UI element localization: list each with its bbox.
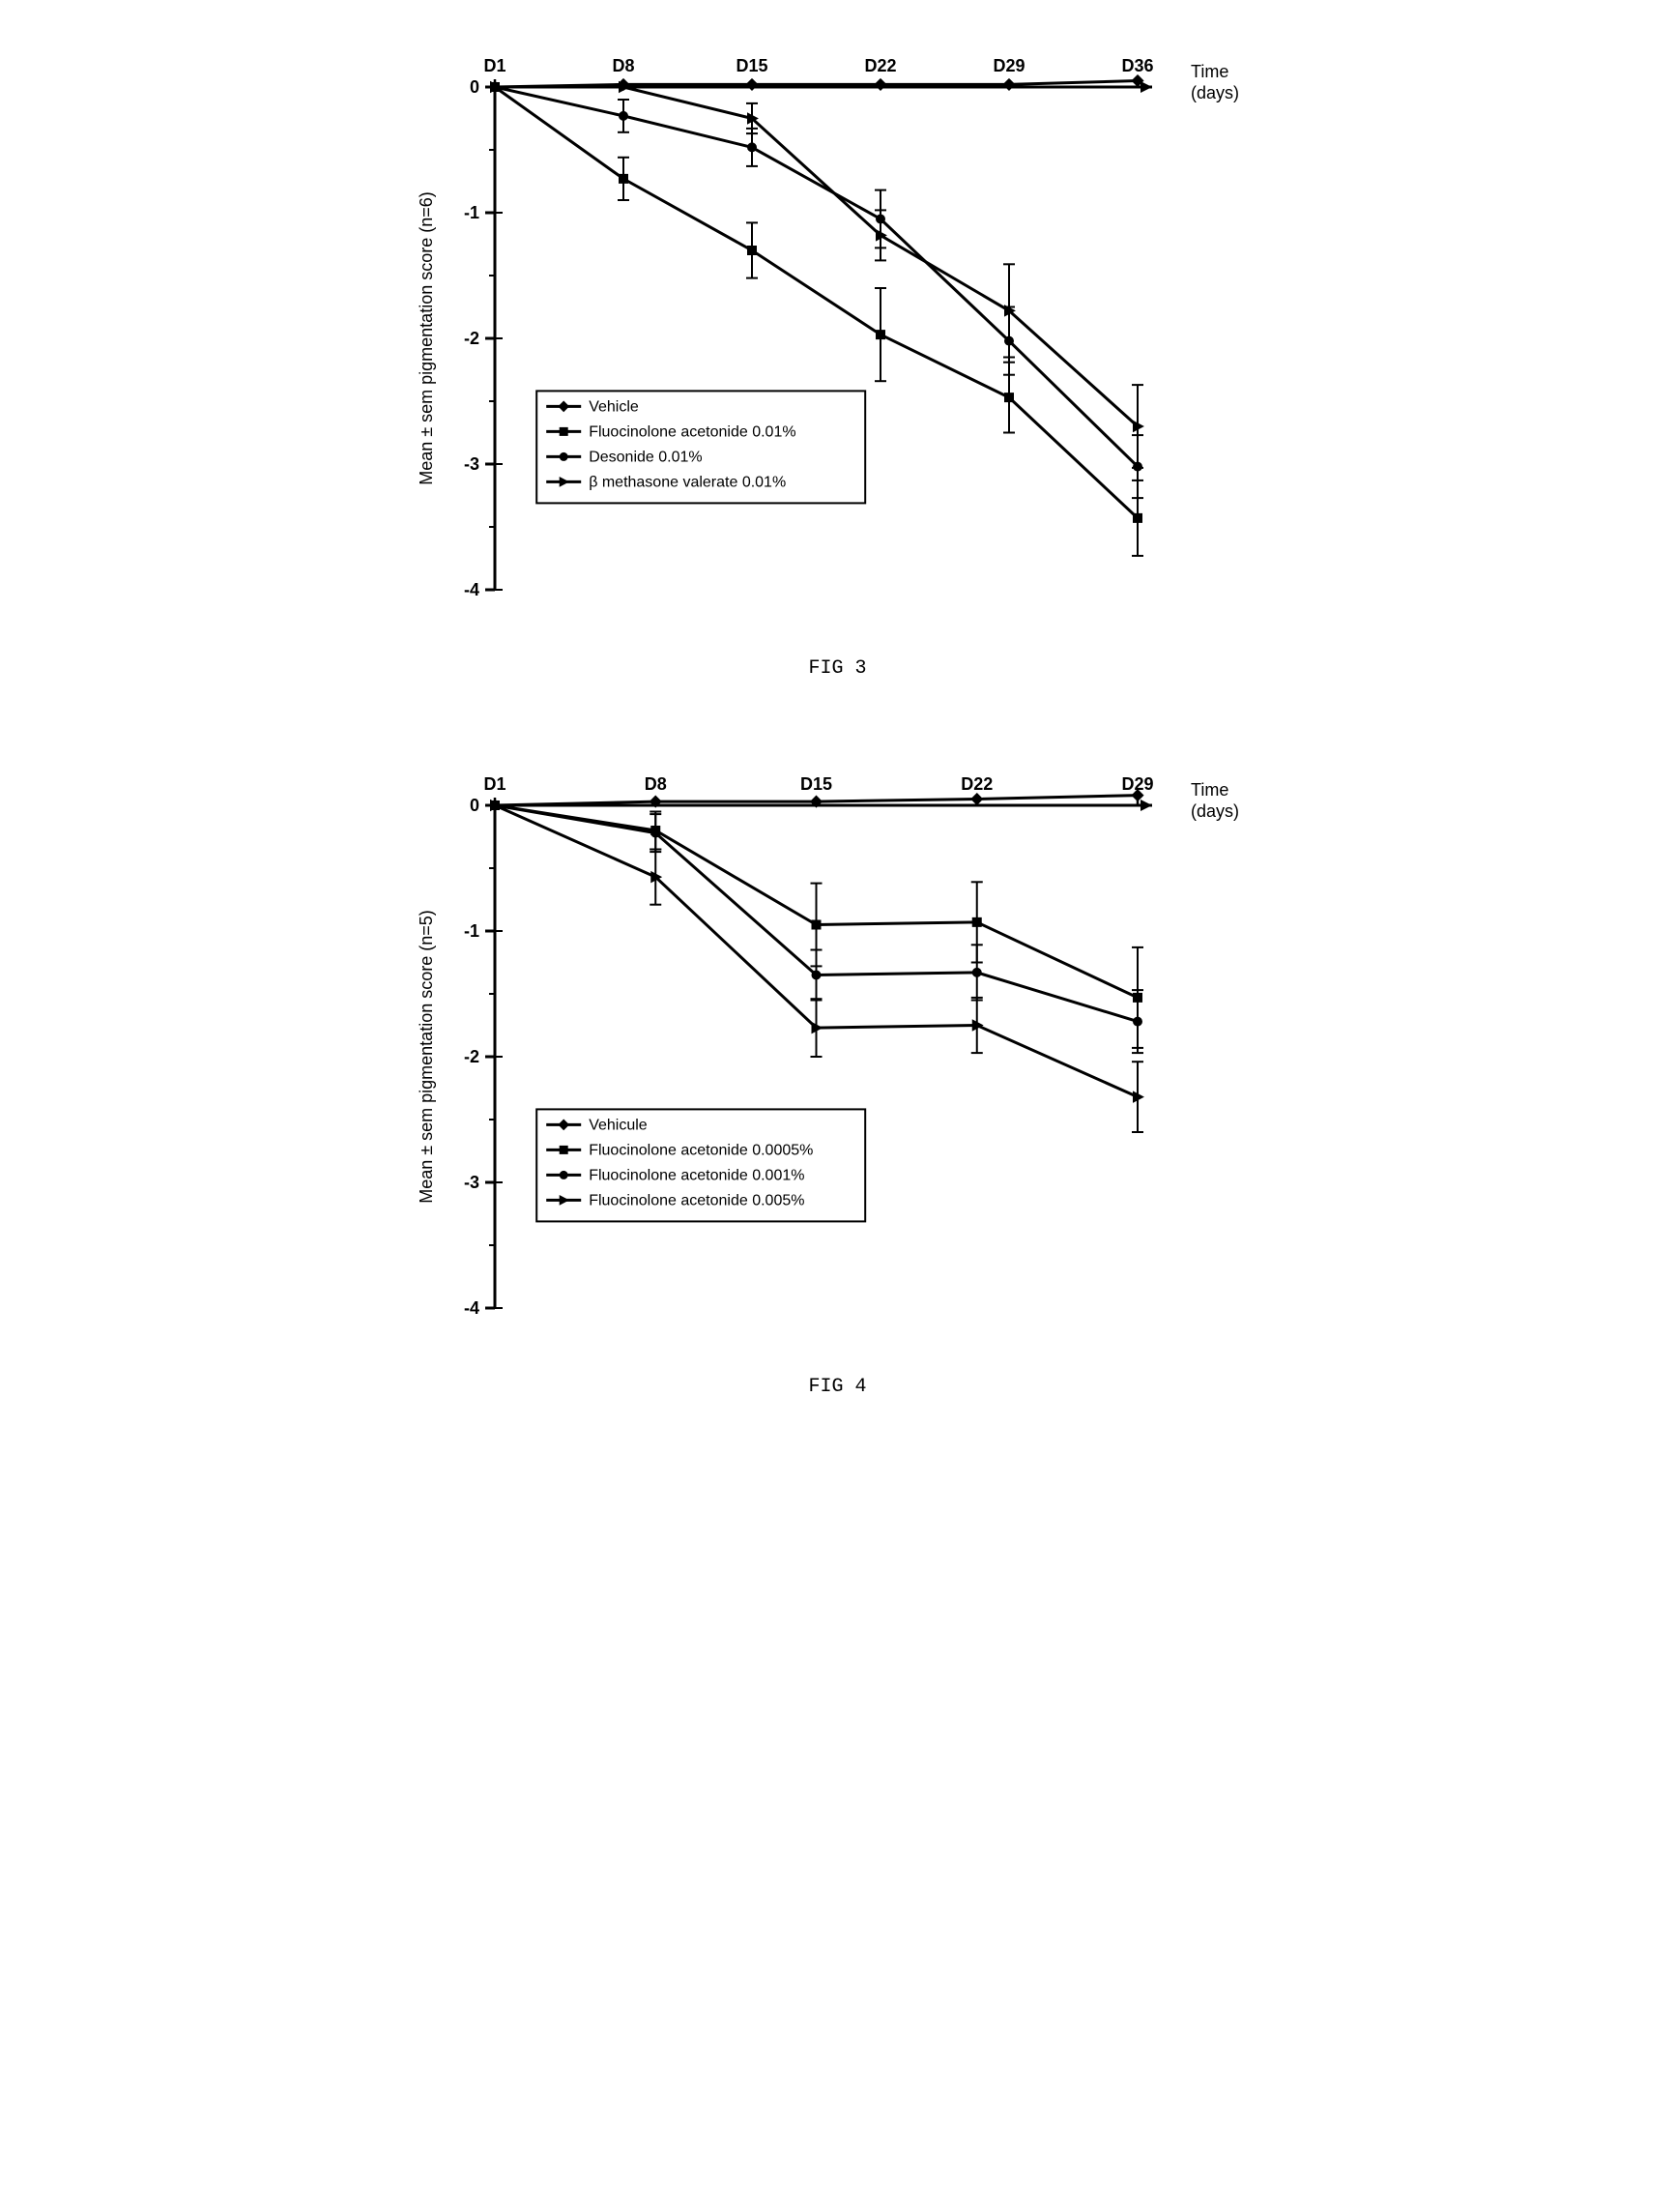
series-marker xyxy=(812,920,821,929)
x-axis-label: Time xyxy=(1191,780,1228,800)
series-marker xyxy=(747,247,756,255)
series-marker xyxy=(619,174,627,183)
legend-marker xyxy=(559,1171,567,1179)
y-tick-label: -4 xyxy=(463,1298,478,1318)
series-marker xyxy=(876,215,884,223)
series-marker xyxy=(812,971,821,979)
y-tick-label: 0 xyxy=(469,796,478,815)
series-marker xyxy=(1004,393,1013,402)
fig3-caption: FIG 3 xyxy=(39,657,1636,680)
x-axis-label: (days) xyxy=(1191,801,1239,821)
series-marker xyxy=(1133,993,1141,1002)
series-marker xyxy=(1133,513,1141,522)
legend-label: Fluocinolone acetonide 0.001% xyxy=(589,1167,804,1183)
legend-label: Vehicule xyxy=(589,1117,648,1133)
x-tick-label: D8 xyxy=(612,56,634,75)
x-tick-label: D1 xyxy=(483,56,505,75)
legend-label: β methasone valerate 0.01% xyxy=(589,474,786,490)
x-axis-label: Time xyxy=(1191,62,1228,81)
y-tick-label: -1 xyxy=(463,203,478,222)
y-tick-label: -2 xyxy=(463,329,478,348)
legend-label: Desonide 0.01% xyxy=(589,449,702,465)
series-marker xyxy=(972,917,981,926)
y-tick-label: -3 xyxy=(463,1173,478,1192)
x-tick-label: D22 xyxy=(864,56,896,75)
chart-svg: -4 -3 -2 -1 0 D1 D8 D15 D22 D29 D36 Time (days) Mean … xyxy=(403,39,1273,638)
x-tick-label: D36 xyxy=(1121,56,1153,75)
series-marker xyxy=(1133,462,1141,471)
y-tick-label: 0 xyxy=(469,77,478,97)
series-marker xyxy=(619,111,627,120)
series-marker xyxy=(1133,1017,1141,1026)
y-tick-label: -1 xyxy=(463,921,478,941)
chart-fig4-svg-holder: -4-3-2-10D1D8D15D22D29Time(days)Mean ± s… xyxy=(39,757,1636,1356)
y-tick-label: -4 xyxy=(463,580,478,599)
chart-svg: -4-3-2-10D1D8D15D22D29Time(days)Mean ± s… xyxy=(403,757,1273,1356)
chart-fig3: -4 -3 -2 -1 0 D1 D8 D15 D22 D29 D36 Time (days) Mean … xyxy=(39,39,1636,680)
series-marker xyxy=(972,968,981,976)
series-marker xyxy=(1004,336,1013,345)
legend-label: Fluocinolone acetonide 0.01% xyxy=(589,423,795,440)
x-tick-label: D1 xyxy=(483,774,505,794)
y-tick-label: -2 xyxy=(463,1047,478,1066)
legend-label: Vehicle xyxy=(589,398,639,415)
y-axis-label: Mean ± sem pigmentation score (n=6) xyxy=(417,191,436,485)
legend-label: Fluocinolone acetonide 0.005% xyxy=(589,1192,804,1208)
series-marker xyxy=(876,331,884,339)
chart-fig3-svg-holder: -4 -3 -2 -1 0 D1 D8 D15 D22 D29 D36 Time (days) Mean … xyxy=(39,39,1636,638)
legend-marker xyxy=(559,1146,567,1154)
series-marker xyxy=(747,143,756,152)
legend-marker xyxy=(559,427,567,436)
y-axis-label: Mean ± sem pigmentation score (n=5) xyxy=(417,910,436,1204)
x-tick-label: D29 xyxy=(993,56,1025,75)
chart-fig4: -4-3-2-10D1D8D15D22D29Time(days)Mean ± s… xyxy=(39,757,1636,1398)
y-tick-label: -3 xyxy=(463,454,478,474)
x-axis-label: (days) xyxy=(1191,83,1239,102)
x-tick-label: D15 xyxy=(736,56,767,75)
x-tick-label: D22 xyxy=(961,774,993,794)
series-marker xyxy=(650,829,659,837)
legend-marker xyxy=(559,452,567,461)
x-tick-label: D8 xyxy=(644,774,666,794)
x-tick-label: D15 xyxy=(799,774,831,794)
fig4-caption: FIG 4 xyxy=(39,1376,1636,1398)
legend-label: Fluocinolone acetonide 0.0005% xyxy=(589,1142,813,1158)
